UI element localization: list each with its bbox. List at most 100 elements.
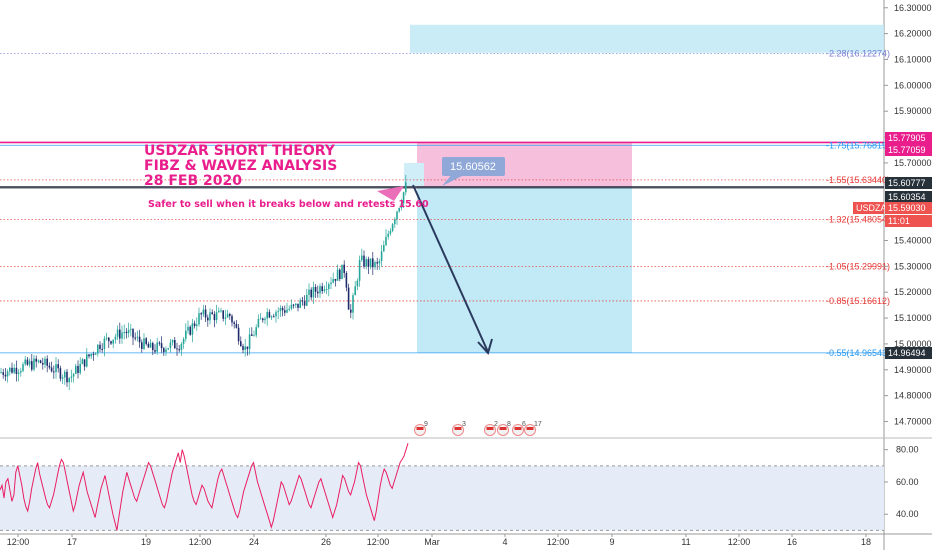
candle-body: [97, 344, 99, 354]
candle-body: [147, 344, 150, 348]
candle-body: [242, 346, 244, 350]
candle-body: [253, 335, 255, 337]
candle-body: [61, 377, 64, 379]
candle-body: [103, 338, 106, 350]
candle-body: [116, 329, 119, 337]
rsi-line: [0, 443, 409, 531]
candle-body: [101, 348, 103, 350]
candle-body: [79, 364, 81, 374]
event-count: 8: [507, 421, 511, 428]
arrow-shaft[interactable]: [412, 184, 489, 353]
economic-events[interactable]: 9 3 2 8 6 17: [414, 421, 542, 436]
candle-body: [176, 348, 178, 350]
candle-body: [46, 358, 48, 366]
candle-body: [138, 336, 141, 343]
candle-body: [48, 365, 51, 368]
candle-body: [389, 231, 392, 234]
candle-body: [303, 301, 306, 306]
price-badge: [885, 191, 932, 203]
time-axis[interactable]: 12:00 17 19 12:00 24 26 12:00 Mar 4 12:00 9 11 12:00…: [7, 534, 871, 547]
fib-label: -0.85(15.16612): [826, 296, 890, 306]
price-tick-label: 15.40000: [894, 235, 932, 245]
rsi-tick-label: 60.00: [896, 477, 919, 487]
candle-body: [11, 367, 13, 373]
price-badge: [885, 144, 932, 156]
price-badge-label: 15.77905: [888, 133, 926, 143]
candle-body: [171, 340, 174, 343]
candle-body: [312, 287, 315, 298]
fib-label: -1.55(15.63440): [826, 175, 890, 185]
time-tick-label: 9: [609, 537, 614, 547]
candle-body: [387, 233, 389, 237]
candle-body: [259, 318, 262, 320]
candle-body: [270, 316, 273, 318]
price-tick-label: 15.10000: [894, 313, 932, 323]
candle-body: [105, 337, 108, 339]
callout-text: 15.60562: [450, 161, 496, 173]
candle-body: [15, 367, 18, 374]
rsi-band: [0, 465, 884, 531]
candle-body: [86, 354, 88, 367]
candle-body: [108, 337, 110, 342]
time-tick-label: 17: [67, 537, 77, 547]
candle-body: [405, 182, 407, 193]
price-callout: 15.60562: [442, 157, 505, 186]
candle-body: [367, 259, 370, 267]
candle-body: [191, 323, 194, 335]
candle-body: [119, 329, 121, 339]
candle-body: [33, 358, 35, 370]
candle-body: [321, 286, 323, 292]
candle-body: [59, 368, 62, 379]
candle-body: [290, 304, 293, 309]
extension-zone[interactable]: [410, 24, 884, 53]
candle-body: [380, 251, 383, 262]
event-count: 3: [462, 421, 466, 428]
candle-body: [158, 342, 161, 344]
candle-body: [350, 309, 352, 313]
candle-body: [396, 211, 398, 220]
price-axis[interactable]: 16.30000 16.20000 16.10000 16.00000 15.90000…: [884, 3, 932, 427]
candle-body: [20, 370, 22, 373]
price-tick-label: 14.70000: [894, 416, 932, 426]
fib-label: -2.28(16.12274): [826, 49, 890, 59]
candlestick-series: [0, 174, 407, 391]
projection-arrow[interactable]: [412, 184, 493, 356]
candle-body: [211, 312, 213, 315]
price-badge: [885, 215, 932, 227]
candle-body: [317, 291, 319, 294]
candle-body: [297, 303, 299, 308]
candle-body: [220, 310, 222, 312]
candle-body: [6, 371, 9, 377]
candle-body: [66, 371, 68, 383]
candle-body: [277, 311, 279, 313]
time-tick-label: 26: [321, 537, 331, 547]
candle-body: [90, 353, 92, 357]
candle-body: [9, 367, 11, 372]
candle-body: [169, 342, 172, 349]
candle-body: [160, 343, 163, 349]
candle-body: [378, 261, 381, 264]
target-zone[interactable]: [417, 186, 632, 353]
candle-body: [24, 359, 26, 365]
arrow-head-icon[interactable]: [477, 338, 493, 356]
price-tick-label: 16.00000: [894, 80, 932, 90]
fib-label: -0.55(14.96543): [826, 348, 890, 358]
time-tick-label: 16: [787, 537, 797, 547]
time-tick-label: 12:00: [547, 537, 570, 547]
candle-body: [314, 287, 317, 292]
candle-body: [204, 309, 207, 318]
candle-body: [185, 330, 187, 339]
candle-body: [39, 360, 42, 363]
price-badge: [885, 132, 932, 144]
candle-body: [237, 327, 240, 342]
position-zones[interactable]: [404, 24, 884, 353]
price-badge: [885, 177, 932, 189]
time-tick-label: 24: [249, 537, 259, 547]
candle-body: [229, 313, 231, 316]
candle-body: [88, 354, 90, 357]
candle-body: [284, 310, 286, 313]
candle-body: [167, 348, 169, 350]
rsi-tick-label: 80.00: [896, 445, 919, 455]
candle-body: [330, 282, 332, 285]
